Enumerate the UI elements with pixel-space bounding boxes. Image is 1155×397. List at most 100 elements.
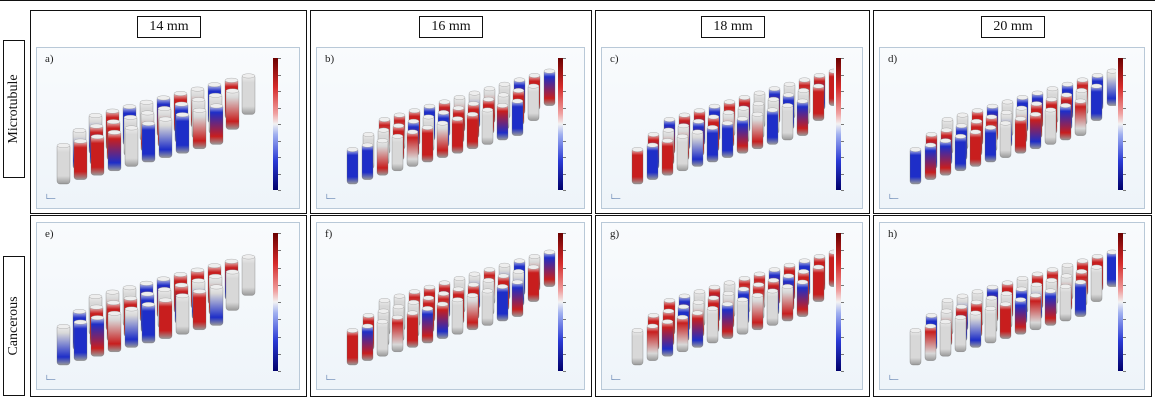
colorbar-tick [563, 371, 566, 372]
panel-letter-label: h) [888, 228, 898, 240]
colorbar-tick [841, 302, 844, 303]
colorbar-tick [278, 140, 281, 142]
cylinder-mark [691, 129, 704, 167]
colorbar-tick [1123, 107, 1126, 109]
cylinder-mark [1029, 111, 1042, 149]
row-label-1: Cancerous [3, 256, 25, 396]
row-label-0: Microtubule [3, 40, 25, 178]
cylinder-mark [241, 73, 256, 115]
panel-letter-label: a) [45, 53, 54, 65]
colorbar-tick [278, 302, 281, 303]
colorbar-tick [841, 284, 844, 286]
cylinder-mark [1014, 297, 1027, 335]
colorbar-tick [841, 91, 844, 92]
cylinder-mark [646, 323, 659, 361]
cylinder-array-render [56, 73, 256, 185]
cylinder-mark [954, 314, 967, 352]
cylinder-mark [736, 116, 749, 154]
colorbar-tick [841, 124, 844, 125]
cylinder-mark [527, 83, 540, 121]
colorbar-tick [841, 267, 844, 269]
colorbar-tick [563, 124, 566, 125]
cylinder-mark [376, 138, 389, 176]
colorbar-tick [1123, 371, 1126, 372]
cylinder-mark [984, 306, 997, 344]
cylinder-mark [1106, 249, 1116, 287]
colorbar-tick [841, 233, 844, 234]
colorbar-tick [563, 91, 566, 92]
panel-letter-label: b) [325, 53, 335, 65]
colorbar-tick [563, 336, 566, 338]
cylinder-mark [241, 254, 256, 296]
cylinder-mark [1029, 292, 1042, 330]
colorbar-tick [563, 250, 566, 252]
cylinder-mark [924, 142, 937, 180]
cylinder-mark [496, 103, 509, 141]
cylinder-mark [90, 134, 105, 176]
cylinder-mark [676, 314, 689, 352]
colorbar-tick [841, 371, 844, 372]
colorbar-tick [1123, 233, 1126, 234]
cylinder-mark [141, 121, 156, 163]
colorbar-tick [563, 173, 566, 175]
cylinder-mark [796, 279, 809, 317]
colorbar-tick [1123, 58, 1126, 59]
colorbar-tick [278, 319, 281, 321]
axes-triad-icon: └─ [324, 375, 336, 384]
cylinder-array-render [346, 68, 556, 185]
simulation-panel-1-0: e) └─ [36, 222, 300, 390]
cylinder-mark [361, 323, 374, 361]
cylinder-mark [676, 133, 689, 171]
colorbar-tick [841, 336, 844, 338]
cylinder-mark [781, 284, 794, 322]
simulation-panel-1-3: h) └─ [879, 222, 1145, 390]
colorbar-tick [1123, 124, 1126, 125]
colorbar-tick [841, 157, 844, 158]
cylinder-mark [481, 107, 494, 145]
colorbar-tick [278, 250, 281, 252]
cylinder-mark [1044, 288, 1057, 326]
cylinder-mark [361, 142, 374, 180]
colorbar-tick [563, 74, 566, 76]
cylinder-mark [751, 292, 764, 330]
colorbar-tick [841, 140, 844, 142]
colorbar-tick [1123, 190, 1126, 191]
cylinder-mark [969, 310, 982, 348]
cylinder-mark [999, 120, 1012, 158]
cylinder-mark [1106, 68, 1116, 106]
axes-triad-icon: └─ [609, 375, 621, 384]
simulation-panel-0-1: b) └─ [316, 47, 585, 209]
cylinder-mark [909, 147, 922, 185]
cylinder-mark [924, 323, 937, 361]
cylinder-mark [124, 306, 139, 348]
axes-triad-icon: └─ [887, 194, 899, 203]
colorbar-tick [278, 91, 281, 92]
cylinder-mark [466, 111, 479, 149]
cylinder-mark [511, 279, 524, 317]
row-label-text: Microtubule [6, 74, 21, 144]
colorbar-tick [841, 319, 844, 321]
cylinder-mark [225, 269, 240, 311]
cylinder-mark [984, 125, 997, 163]
cylinder-mark [736, 297, 749, 335]
colorbar-tick [278, 74, 281, 76]
axes-triad-icon: └─ [44, 194, 56, 203]
colorbar-legend [1118, 233, 1123, 371]
cylinder-mark [1074, 98, 1087, 136]
cylinder-mark [209, 103, 224, 145]
colorbar-tick [563, 233, 566, 234]
axes-triad-icon: └─ [887, 375, 899, 384]
panel-letter-label: d) [888, 53, 898, 65]
cylinder-mark [706, 125, 719, 163]
cylinder-mark [107, 310, 122, 352]
cylinder-mark [1059, 284, 1072, 322]
colorbar-tick [278, 124, 281, 125]
cylinder-mark [909, 328, 922, 366]
colorbar-tick [1123, 173, 1126, 175]
colorbar-tick [1123, 250, 1126, 252]
cylinder-mark [192, 288, 207, 330]
colorbar-tick [1123, 302, 1126, 303]
colorbar-tick [563, 107, 566, 109]
cylinder-mark [56, 324, 71, 366]
cylinder-mark [721, 120, 734, 158]
